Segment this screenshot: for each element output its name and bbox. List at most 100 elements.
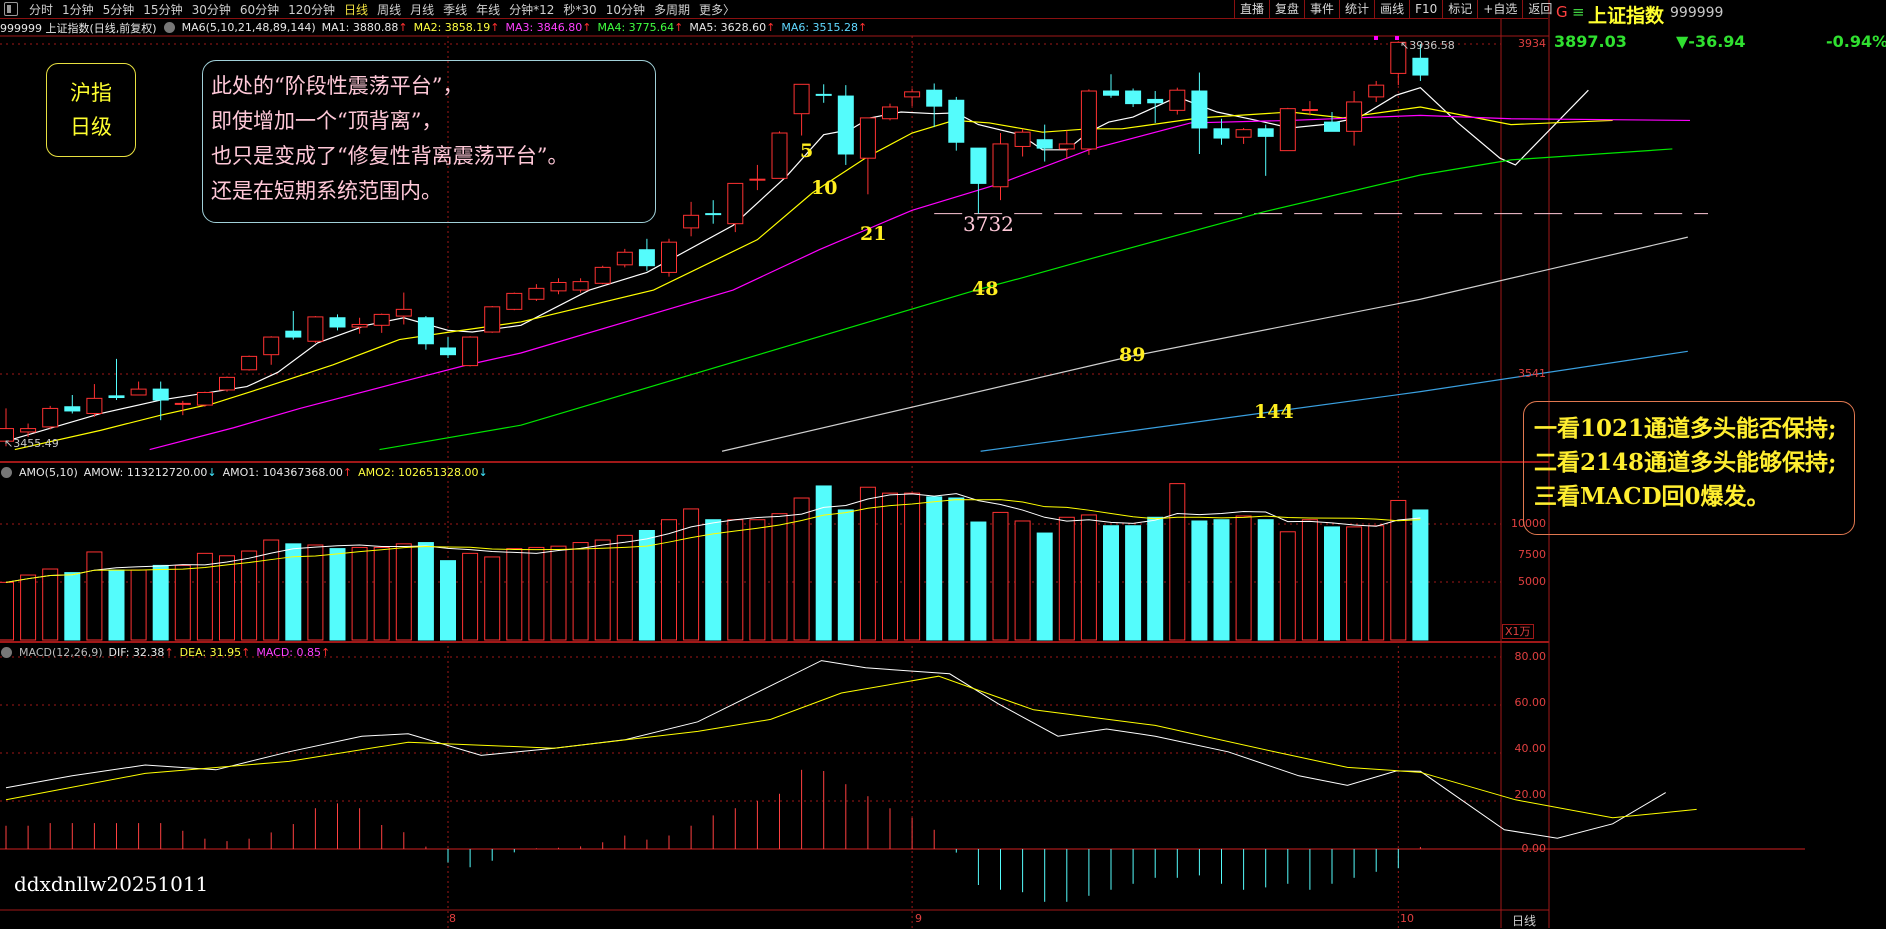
toolbar-button[interactable]: 复盘 bbox=[1269, 0, 1304, 19]
period-tab[interactable]: 年线 bbox=[476, 2, 501, 17]
volume-bar bbox=[1058, 516, 1075, 641]
period-tab[interactable]: 60分钟 bbox=[239, 2, 280, 17]
macd-indicator-name[interactable]: MACD(12,26,9) bbox=[19, 646, 103, 659]
candle-up bbox=[1080, 90, 1097, 150]
volume-bar bbox=[661, 519, 677, 641]
ma-label-89: 89 bbox=[1119, 344, 1146, 366]
volume-bar bbox=[462, 552, 479, 641]
panel-toggle-icon[interactable] bbox=[4, 2, 18, 16]
volume-bar bbox=[1279, 531, 1296, 641]
volume-bar bbox=[196, 552, 213, 641]
indicator-menu-icon[interactable] bbox=[1, 647, 12, 658]
toolbar-button[interactable]: +自选 bbox=[1477, 0, 1522, 19]
volume-bar bbox=[705, 519, 722, 641]
ma4-value: MA4: 3775.64↑ bbox=[597, 21, 684, 34]
indicator-menu-icon[interactable] bbox=[1, 467, 12, 478]
menu-icon[interactable]: ≡ bbox=[1572, 3, 1585, 21]
candle-up bbox=[1014, 131, 1031, 147]
toolbar-button[interactable]: 统计 bbox=[1339, 0, 1374, 19]
period-tab[interactable]: 分钟*12 bbox=[509, 2, 555, 17]
period-tab[interactable]: 多周期 bbox=[653, 2, 690, 17]
period-tab[interactable]: 更多〉 bbox=[698, 2, 735, 17]
volume-bar bbox=[837, 509, 854, 641]
candle-down bbox=[440, 347, 456, 356]
volume-bar bbox=[152, 564, 169, 641]
period-tab[interactable]: 秒*30 bbox=[563, 2, 597, 17]
candle-up bbox=[1279, 108, 1296, 152]
volume-bar bbox=[1147, 516, 1164, 641]
candle-down bbox=[948, 99, 965, 143]
period-tab[interactable]: 10分钟 bbox=[605, 2, 645, 17]
candle-down bbox=[1103, 90, 1119, 96]
toolbar-button[interactable]: 返回 bbox=[1522, 0, 1557, 19]
candle-up bbox=[373, 313, 390, 326]
candle-up bbox=[992, 143, 1009, 188]
amo-indicator-name[interactable]: AMO(5,10) bbox=[19, 466, 78, 479]
period-tab[interactable]: 日线 bbox=[344, 2, 369, 17]
period-tab[interactable]: 30分钟 bbox=[191, 2, 231, 17]
candle-up bbox=[616, 251, 633, 266]
candle-up bbox=[727, 182, 744, 225]
macd-tick: 20.00 bbox=[1514, 788, 1547, 801]
toolbar-button[interactable]: 事件 bbox=[1304, 0, 1339, 19]
volume-bar bbox=[329, 548, 346, 641]
ma-indicator-name[interactable]: MA6(5,10,21,48,89,144) bbox=[181, 21, 316, 34]
volume-bar bbox=[882, 492, 898, 641]
platform-note: 此处的“阶段性震荡平台”， 即使增加一个“顶背离”， 也只是变成了“修复性背离震荡… bbox=[202, 60, 656, 223]
period-tab[interactable]: 季线 bbox=[443, 2, 468, 17]
volume-bar bbox=[1080, 514, 1097, 641]
ma1-value: MA1: 3880.88↑ bbox=[321, 21, 408, 34]
ma-line-ma6 bbox=[980, 350, 1688, 452]
ma-label-144: 144 bbox=[1254, 401, 1294, 423]
amo-indicator-header: AMO(5,10) AMOW: 113212720.00↓ AMO1: 1043… bbox=[0, 465, 488, 480]
volume-bar bbox=[1301, 519, 1318, 641]
volume-bar bbox=[440, 560, 456, 641]
candle-down bbox=[108, 395, 125, 399]
candle-down bbox=[1257, 128, 1274, 137]
volume-bar bbox=[395, 543, 412, 641]
volume-bar bbox=[1169, 483, 1186, 641]
candle-up bbox=[594, 266, 611, 284]
period-tab[interactable]: 1分钟 bbox=[62, 2, 94, 17]
candle-up bbox=[484, 306, 501, 333]
period-tab[interactable]: 月线 bbox=[410, 2, 435, 17]
volume-bar bbox=[992, 511, 1009, 641]
candle-up bbox=[263, 336, 280, 356]
volume-bar bbox=[1412, 509, 1429, 641]
period-tab[interactable]: 120分钟 bbox=[288, 2, 336, 17]
volume-bar bbox=[1103, 525, 1119, 641]
toolbar-button[interactable]: 标记 bbox=[1442, 0, 1477, 19]
toolbar-button[interactable]: F10 bbox=[1409, 0, 1442, 19]
volume-ma-5 bbox=[5, 493, 1421, 583]
g-icon[interactable]: G bbox=[1556, 3, 1568, 21]
watermark: ddxdnllw20251011 bbox=[14, 872, 209, 896]
candle-up bbox=[351, 323, 368, 328]
dif-value: DIF: 32.38↑ bbox=[108, 646, 174, 659]
ma-label-5: 5 bbox=[800, 140, 814, 162]
candle-up bbox=[1346, 101, 1363, 132]
period-tab[interactable]: 5分钟 bbox=[102, 2, 135, 17]
period-tab[interactable]: 15分钟 bbox=[143, 2, 183, 17]
period-tab[interactable]: 分时 bbox=[29, 2, 54, 17]
volume-bar bbox=[42, 568, 59, 641]
toolbar-button[interactable]: 画线 bbox=[1374, 0, 1409, 19]
volume-bar bbox=[948, 497, 965, 641]
chart-title: 999999 上证指数(日线,前复权) bbox=[0, 21, 157, 35]
macd-tick: 80.00 bbox=[1514, 650, 1547, 663]
volume-tick: 5000 bbox=[1518, 575, 1546, 588]
period-tab[interactable]: 周线 bbox=[377, 2, 402, 17]
candle-up bbox=[1301, 108, 1318, 111]
volume-bar bbox=[506, 548, 523, 641]
toolbar-button[interactable]: 直播 bbox=[1234, 0, 1269, 19]
volume-bar bbox=[1346, 526, 1363, 641]
volume-bar bbox=[594, 539, 611, 641]
volume-bar bbox=[771, 513, 788, 641]
high-price-marker: ↖3936.58 bbox=[1400, 39, 1455, 52]
stock-name: 上证指数 bbox=[1588, 5, 1665, 27]
ma6-value: MA6: 3515.28↑ bbox=[781, 21, 868, 34]
indicator-menu-icon[interactable] bbox=[163, 22, 175, 33]
candle-down bbox=[705, 213, 722, 216]
candle-down bbox=[285, 330, 302, 338]
amo1-value: AMO1: 104367368.00↑ bbox=[222, 466, 353, 479]
